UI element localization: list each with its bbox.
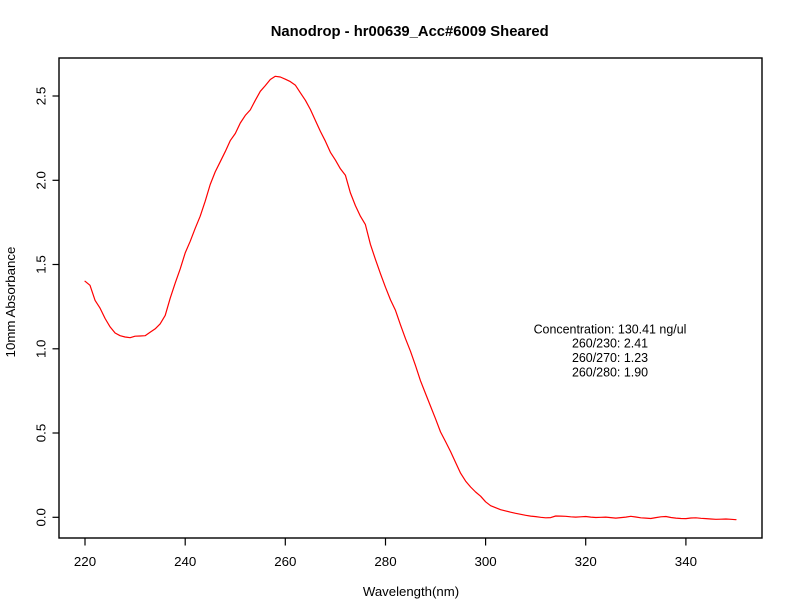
svg-text:220: 220: [74, 554, 96, 569]
svg-text:340: 340: [675, 554, 697, 569]
svg-text:280: 280: [374, 554, 396, 569]
svg-text:1.0: 1.0: [34, 340, 49, 359]
svg-text:240: 240: [174, 554, 196, 569]
svg-text:0.5: 0.5: [34, 424, 49, 443]
svg-text:2.0: 2.0: [34, 171, 49, 190]
svg-text:Wavelength(nm): Wavelength(nm): [363, 584, 459, 599]
svg-text:Concentration: 130.41 ng/ul: Concentration: 130.41 ng/ul: [534, 322, 687, 336]
svg-text:260/230: 2.41: 260/230: 2.41: [572, 337, 648, 351]
svg-text:260/270: 1.23: 260/270: 1.23: [572, 351, 648, 365]
svg-text:2.5: 2.5: [34, 87, 49, 106]
svg-text:260: 260: [274, 554, 296, 569]
svg-text:1.5: 1.5: [34, 255, 49, 274]
svg-text:320: 320: [575, 554, 597, 569]
svg-text:Nanodrop - hr00639_Acc#6009 Sh: Nanodrop - hr00639_Acc#6009 Sheared: [271, 24, 549, 40]
svg-text:10mm Absorbance: 10mm Absorbance: [3, 247, 18, 358]
svg-text:260/280: 1.90: 260/280: 1.90: [572, 366, 648, 380]
svg-text:0.0: 0.0: [34, 508, 49, 527]
svg-text:300: 300: [475, 554, 497, 569]
